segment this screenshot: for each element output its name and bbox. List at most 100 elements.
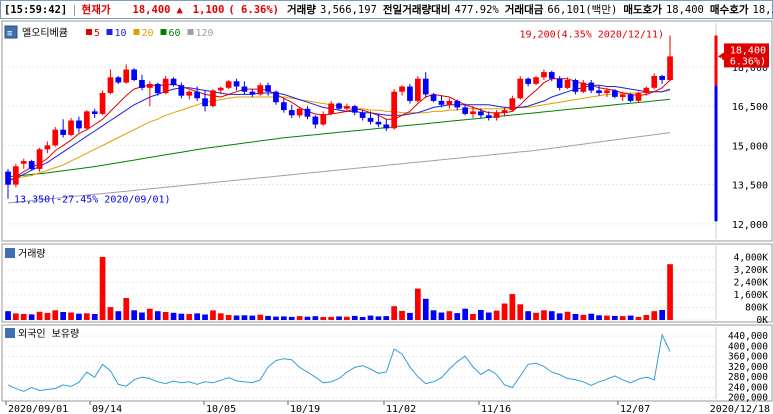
candle-body	[454, 100, 461, 108]
ma-legend-swatch	[160, 29, 167, 35]
prev-volume-ratio: 477.92%	[454, 3, 499, 16]
foreign-panel-menu-button[interactable]	[5, 328, 15, 338]
volume-bar	[178, 313, 185, 320]
volume-bar	[359, 317, 366, 320]
candle-body	[517, 78, 524, 99]
volume-bar	[659, 310, 665, 320]
volume-bar	[548, 311, 555, 320]
candle-body	[407, 86, 413, 101]
candle-body	[28, 161, 35, 169]
volume-bar	[123, 298, 130, 320]
x-tick-label: 11/16	[481, 404, 511, 414]
foreign-tick-label: 360,000	[728, 352, 768, 363]
volume-title: 거래량	[18, 248, 46, 260]
candle-body	[564, 80, 571, 88]
panel-menu-button[interactable]	[4, 25, 18, 39]
volume-bar	[667, 264, 673, 320]
ma-legend-label: 20	[142, 28, 154, 39]
candle-body	[84, 111, 90, 129]
candle-body	[462, 107, 468, 114]
candle-body	[265, 85, 271, 92]
candle-body	[533, 77, 539, 84]
candle-body	[367, 117, 374, 122]
ma-legend-swatch	[187, 29, 194, 35]
volume-bar	[501, 303, 508, 320]
candle-body	[509, 98, 516, 111]
candle-body	[257, 85, 264, 95]
candle-body	[91, 111, 98, 114]
volume-bar	[115, 311, 122, 320]
low-annotation: 13,350(-27.45% 2020/09/01)	[14, 195, 171, 206]
volume-bar	[556, 313, 563, 320]
candle-body	[99, 93, 106, 114]
candle-body	[312, 116, 319, 125]
price-tick-label: 13,500	[732, 181, 768, 192]
volume-bar	[154, 311, 161, 320]
candle-body	[304, 108, 311, 117]
candle-body	[359, 112, 366, 118]
volume-bar	[462, 308, 468, 320]
price-panel: 18,000 16,500 15,000 13,500 12,000 ≡ 엘오티베큠 5…	[1, 20, 773, 242]
foreign-tick-label: 240,000	[728, 382, 768, 393]
volume-bar	[76, 313, 82, 320]
candle-body	[627, 94, 634, 101]
current-price: 18,400	[132, 3, 171, 16]
candle-body	[13, 166, 19, 185]
price-y-ticks: 18,000 16,500 15,000 13,500 12,000	[732, 63, 768, 231]
volume-bar	[296, 316, 303, 320]
volume-bar	[604, 315, 610, 320]
candle-body	[501, 110, 508, 113]
candle-body	[659, 76, 665, 80]
price-label: 현재가	[81, 4, 111, 16]
candle-body	[217, 87, 224, 91]
candle-body	[76, 120, 82, 129]
volume-bar	[470, 314, 476, 320]
volume-bar	[525, 311, 531, 320]
volume-bar	[44, 312, 51, 320]
candle-body	[430, 94, 437, 101]
volume-bar	[84, 313, 90, 320]
candle-body	[36, 149, 43, 169]
candle-body	[580, 82, 587, 92]
x-tick-label: 2020/12/18	[710, 404, 770, 414]
volume-bar	[194, 313, 200, 320]
candle-body	[446, 100, 453, 105]
candle-body	[612, 90, 618, 97]
foreign-holdings-line	[7, 333, 671, 392]
foreign-panel-frame	[1, 324, 773, 402]
volume-bar	[415, 288, 421, 320]
volume-bar	[60, 312, 66, 320]
volume-bar	[265, 315, 271, 320]
x-tick-label: 11/02	[386, 404, 416, 414]
candle-body	[391, 91, 397, 129]
price-tick-label: 12,000	[732, 220, 768, 231]
price-change: 1,100	[192, 3, 225, 16]
volume-bar	[541, 310, 547, 320]
candle-body	[351, 106, 358, 113]
volume-bar	[351, 315, 358, 320]
volume-bar	[328, 316, 334, 320]
volume-bar	[596, 315, 602, 320]
candle-body	[548, 72, 555, 79]
volume-bar	[170, 312, 177, 320]
candle-body	[115, 77, 122, 83]
volume-bar	[13, 313, 19, 320]
volume-bar	[304, 316, 311, 320]
ma-legend-label: 5	[94, 28, 100, 39]
candle-body	[131, 69, 137, 80]
candle-body	[249, 91, 256, 95]
candle-body	[383, 124, 390, 129]
volume-bar	[407, 312, 413, 320]
candle-body	[288, 110, 295, 116]
volume-panel-menu-button[interactable]	[5, 248, 15, 258]
volume-bar	[52, 310, 59, 320]
volume-bar	[312, 316, 319, 320]
x-tick-label: 09/14	[92, 404, 122, 414]
volume-bar	[336, 316, 342, 320]
foreign-tick-label: 400,000	[728, 341, 768, 352]
candle-body	[635, 93, 642, 101]
ask-label: 매도호가	[623, 4, 662, 16]
candle-body	[139, 80, 145, 88]
volume-bar	[344, 316, 350, 320]
